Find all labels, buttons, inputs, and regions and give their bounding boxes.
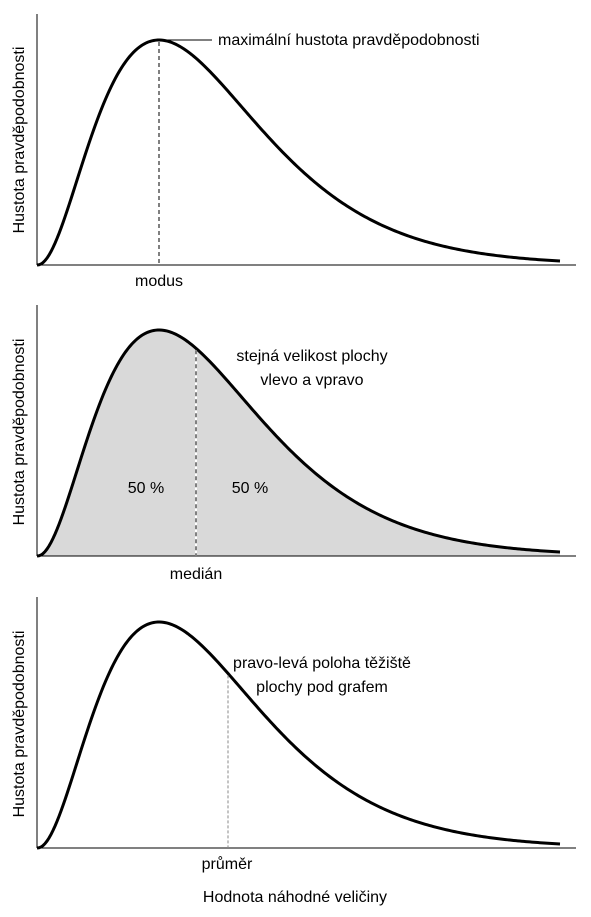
annotation-line-1: maximální hustota pravděpodobnosti — [218, 32, 480, 49]
panel-mean: Hustota pravděpodobnosti průměr pravo-le… — [11, 597, 576, 873]
y-axis-label: Hustota pravděpodobnosti — [11, 339, 28, 526]
density-curve — [36, 620, 561, 850]
mean-label: průměr — [202, 855, 253, 873]
panel-modus: Hustota pravděpodobnosti modus maximální… — [11, 14, 576, 290]
density-curve — [36, 328, 561, 558]
density-curve — [36, 38, 561, 267]
annotation-line-2: plochy pod grafem — [256, 679, 388, 696]
y-axis-label: Hustota pravděpodobnosti — [11, 47, 28, 234]
left-area-label: 50 % — [128, 480, 164, 497]
y-axis-label: Hustota pravděpodobnosti — [11, 631, 28, 818]
right-area-label: 50 % — [232, 480, 268, 497]
annotation-line-2: vlevo a vpravo — [260, 372, 363, 389]
x-axis-label: Hodnota náhodné veličiny — [203, 889, 387, 906]
annotation-line-1: stejná velikost plochy — [236, 348, 387, 365]
median-label: medián — [170, 566, 222, 583]
modus-label: modus — [135, 273, 183, 290]
area-under-curve — [37, 330, 560, 556]
panel-median: Hustota pravděpodobnosti medián stejná v… — [11, 305, 576, 583]
annotation-line-1: pravo-levá poloha těžiště — [233, 655, 411, 672]
